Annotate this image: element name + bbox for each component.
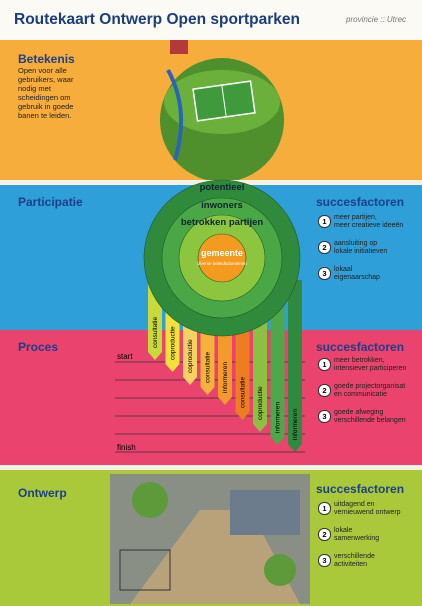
arrow-label: consultatie <box>240 377 247 408</box>
factor-text: meer partijen, meer creatieve ideeën <box>334 214 422 230</box>
start-label: start <box>117 352 133 361</box>
factor-number: 1 <box>318 358 331 371</box>
factor-text: meer betrokken, intensiever participeren <box>334 357 422 373</box>
arrow-label: consultatie <box>205 352 212 383</box>
arrow-label: informeren <box>275 402 282 433</box>
factor-number: 2 <box>318 241 331 254</box>
arrow-label: coproductie <box>257 386 264 420</box>
factor-text: aansluiting op lokale initiatieven <box>334 240 422 256</box>
finish-label: finish <box>117 443 136 452</box>
ring-label: inwoners <box>201 200 243 211</box>
factor-text: goede projectorganisat en communicatie <box>334 383 422 399</box>
arrow-label: informeren <box>222 362 229 393</box>
arrow-label: coproductie <box>170 326 177 360</box>
ring-label: gemeente <box>201 248 243 258</box>
arrow-label: coproductie <box>187 339 194 373</box>
factor-number: 3 <box>318 410 331 423</box>
factor-number: 3 <box>318 554 331 567</box>
ring-label: betrokken partijen <box>181 217 264 228</box>
arrow-label: informeren <box>292 409 299 440</box>
factor-text: verschillende activiteiten <box>334 553 422 569</box>
factor-text: uitdagend en vernieuwend ontwerp <box>334 501 422 517</box>
factor-number: 3 <box>318 267 331 280</box>
factor-number: 1 <box>318 215 331 228</box>
factor-text: goede afweging verschillende belangen <box>334 409 422 425</box>
ring-label: potentieel <box>200 182 245 193</box>
factor-number: 2 <box>318 384 331 397</box>
arrow-label: consultatie <box>152 317 159 348</box>
factor-number: 2 <box>318 528 331 541</box>
factor-text: lokaal eigenaarschap <box>334 266 422 282</box>
factor-number: 1 <box>318 502 331 515</box>
poster: Routekaart Ontwerp Open sportparken prov… <box>0 0 422 606</box>
factor-text: lokale samenwerking <box>334 527 422 543</box>
center-note: diverse beleidsdomeinen <box>197 261 247 266</box>
ring <box>198 234 246 282</box>
